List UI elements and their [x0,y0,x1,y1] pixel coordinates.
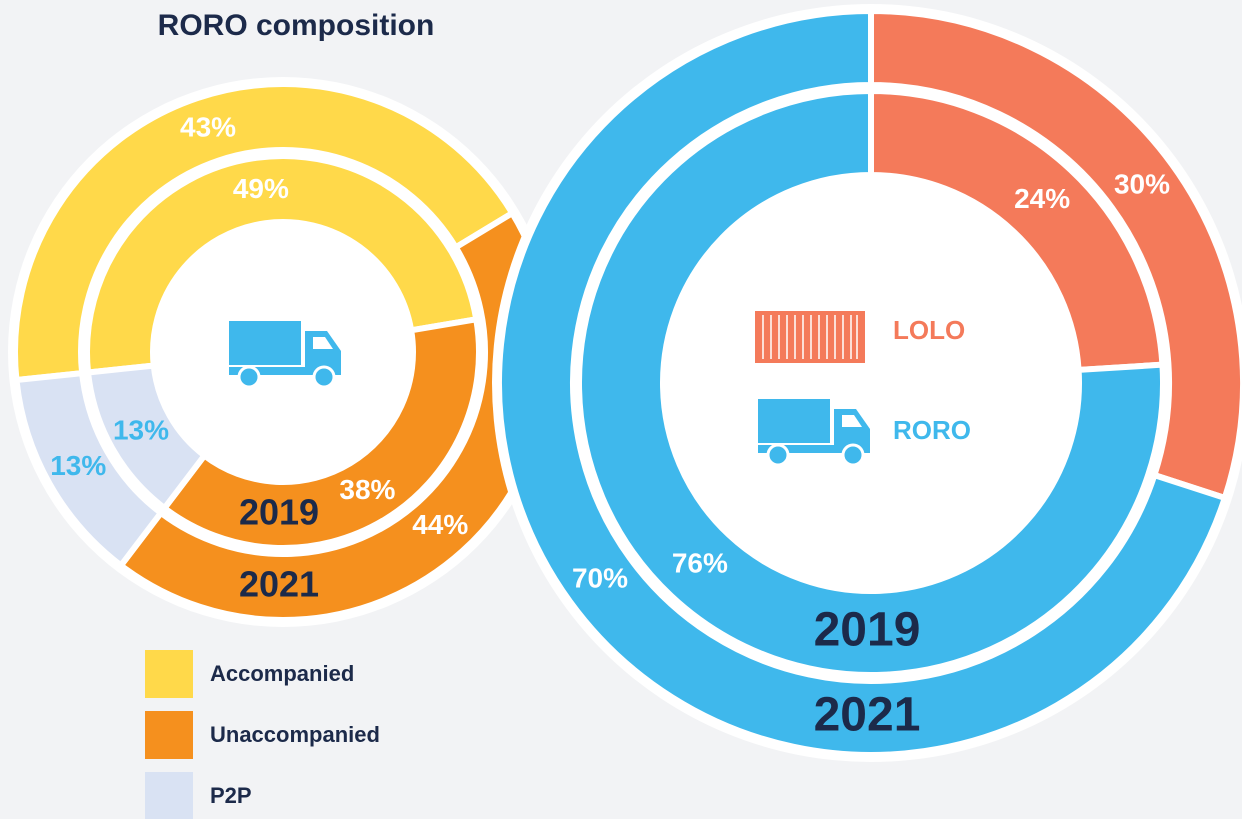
legend-label: RORO [893,415,971,445]
legend-label: P2P [210,783,252,808]
donut-segment [84,153,480,376]
value-label: 24% [1014,183,1070,214]
truck-window [313,337,333,349]
legend-swatch [145,711,193,759]
chart-title: RORO composition [158,9,435,42]
truck-wheel [237,365,261,389]
legend-label: Unaccompanied [210,722,380,747]
ring-label: 2021 [239,564,319,605]
truck-wheel [766,443,790,467]
value-label: 70% [572,562,628,593]
value-label: 13% [113,414,169,445]
donut-segment [496,7,1229,758]
truck-icon [229,321,341,389]
donut-segment [13,369,166,570]
legend: Accompanied Unaccompanied P2P LOLO RORO [145,315,971,819]
value-label: 43% [180,112,236,143]
ring-label: 2019 [239,492,319,533]
legend-swatch [145,650,193,698]
right-chart: 24% 76% 2019 30% 70% 2021 [492,4,1242,762]
value-label: 76% [672,548,728,579]
legend-label: Accompanied [210,661,354,686]
truck-box [758,399,830,443]
container-body [755,311,865,363]
legend-label: LOLO [893,315,965,345]
truck-window [842,415,862,427]
ring-label: 2021 [814,689,921,742]
donut-segment [12,81,517,384]
truck-box [229,321,301,365]
donut-segment [84,362,209,513]
donut-segment [160,315,482,551]
value-label: 30% [1114,168,1170,199]
legend-swatch [145,772,193,819]
value-label: 49% [233,173,289,204]
value-label: 13% [50,450,106,481]
truck-base [229,367,305,375]
container-ribs [762,315,858,359]
truck-icon [758,399,870,467]
left-chart: 49% 38% 13% 2019 43% 44% 13% 2021 [8,77,558,627]
value-label: 38% [339,474,395,505]
truck-wheel [312,365,336,389]
truck-wheel [841,443,865,467]
donut-segment [576,87,1166,678]
value-label: 44% [412,509,468,540]
icons [229,311,870,467]
container-icon [755,311,865,363]
truck-base [758,445,834,453]
ring-label: 2019 [814,604,921,657]
